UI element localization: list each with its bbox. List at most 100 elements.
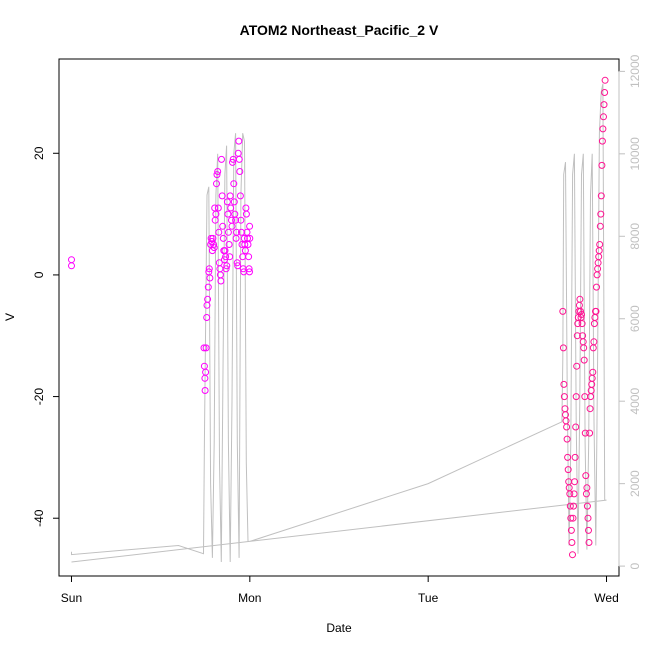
data-point — [585, 526, 592, 534]
data-point — [246, 222, 254, 230]
y2-tick-label: 4000 — [628, 388, 642, 415]
data-point — [244, 241, 252, 248]
data-point — [560, 380, 568, 388]
y2-tick-label: 6000 — [628, 305, 642, 332]
data-point — [583, 502, 591, 510]
data-point — [221, 256, 228, 264]
data-point — [226, 192, 234, 200]
y2-tick-label: 8000 — [628, 223, 642, 250]
data-point — [210, 244, 218, 252]
data-point — [68, 262, 75, 270]
data-point — [578, 320, 586, 328]
data-point — [589, 368, 597, 376]
data-point — [213, 180, 220, 188]
data-point — [233, 228, 241, 236]
data-point — [202, 368, 210, 376]
data-point — [219, 234, 227, 242]
data-point — [217, 277, 225, 285]
data-point — [214, 168, 222, 175]
data-point — [600, 101, 608, 109]
y-axis-label: V — [3, 313, 17, 321]
x-tick-label: Tue — [418, 591, 439, 605]
data-point — [246, 234, 254, 242]
data-point — [592, 307, 600, 315]
data-point — [235, 155, 243, 163]
data-point — [573, 362, 581, 370]
data-point — [572, 423, 580, 431]
data-point — [563, 435, 571, 443]
y-tick-label: 20 — [32, 146, 46, 160]
data-point — [245, 265, 253, 273]
data-point — [566, 490, 574, 498]
x-axis-label: Date — [326, 621, 352, 635]
data-point — [598, 137, 606, 145]
data-point — [230, 198, 238, 206]
data-point — [567, 526, 575, 534]
data-point — [598, 161, 606, 169]
y-tick-label: -40 — [32, 509, 46, 527]
data-point — [246, 268, 253, 276]
y-tick-label: -20 — [32, 388, 46, 406]
y2-tick-label: 0 — [628, 562, 642, 569]
x-tick-label: Sun — [61, 591, 82, 605]
data-point — [597, 210, 605, 218]
data-point — [226, 253, 234, 261]
x-axis: Sun Mon Tue Wed — [61, 575, 619, 605]
data-point — [204, 295, 212, 303]
data-point — [583, 484, 591, 492]
data-point — [571, 478, 579, 486]
y-tick-label: 0 — [32, 271, 46, 278]
data-point — [212, 210, 220, 218]
data-point — [570, 490, 578, 498]
data-point — [597, 192, 605, 200]
x-tick-label: Wed — [594, 591, 618, 605]
data-point — [586, 405, 594, 413]
y-axis-left: -40 -20 0 20 — [32, 146, 60, 527]
data-point — [601, 76, 609, 84]
data-point — [206, 274, 214, 282]
data-point — [203, 314, 211, 321]
data-point — [566, 502, 574, 510]
data-point — [232, 216, 240, 224]
data-point — [569, 514, 577, 522]
data-point — [224, 228, 232, 236]
data-point — [202, 344, 210, 352]
data-point — [230, 180, 238, 188]
data-point — [600, 113, 607, 121]
data-point — [586, 429, 594, 437]
data-point — [581, 429, 589, 437]
data-point — [585, 539, 593, 546]
data-point — [222, 265, 230, 273]
data-point — [563, 423, 571, 431]
data-point — [205, 265, 213, 273]
data-point — [593, 283, 600, 291]
data-point — [219, 222, 227, 230]
data-point — [590, 338, 598, 346]
chart-title: ATOM2 Northeast_Pacific_2 V — [240, 22, 439, 38]
data-point — [241, 247, 249, 255]
data-point — [227, 204, 235, 212]
data-point — [245, 253, 253, 261]
data-point — [578, 311, 585, 318]
data-point — [570, 502, 577, 510]
y2-tick-label: 2000 — [628, 470, 642, 497]
data-point — [560, 393, 568, 401]
data-point — [213, 171, 221, 179]
data-point — [599, 125, 607, 133]
y2-tick-label: 10000 — [628, 137, 642, 171]
data-point — [582, 472, 590, 480]
data-point — [229, 158, 236, 166]
y-axis-right: 0 2000 4000 6000 8000 10000 12000 — [618, 54, 642, 569]
data-point — [573, 332, 581, 340]
secondary-series-line-group — [71, 83, 607, 563]
data-point — [218, 155, 225, 163]
data-point — [214, 204, 222, 212]
data-point — [210, 241, 218, 248]
data-point — [559, 307, 567, 315]
data-point — [568, 539, 576, 546]
x-tick-label: Mon — [238, 591, 261, 605]
data-point — [571, 453, 579, 461]
